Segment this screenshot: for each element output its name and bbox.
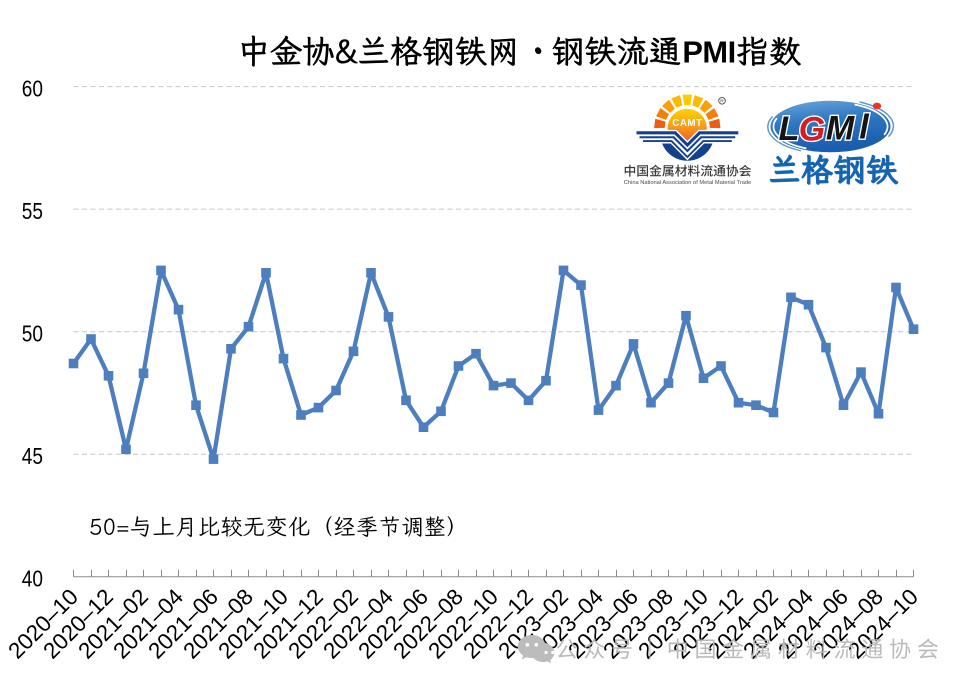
svg-text:L: L bbox=[779, 110, 800, 148]
svg-text:PMI: PMI bbox=[682, 35, 735, 70]
svg-text:50: 50 bbox=[22, 320, 43, 346]
svg-text:40: 40 bbox=[22, 565, 43, 591]
svg-text:l: l bbox=[859, 109, 870, 147]
svg-text:M: M bbox=[826, 110, 855, 148]
svg-text:45: 45 bbox=[22, 443, 43, 469]
svg-text:55: 55 bbox=[22, 198, 43, 224]
svg-text:CAMT: CAMT bbox=[672, 118, 702, 129]
svg-text:60: 60 bbox=[22, 75, 43, 101]
svg-text:R: R bbox=[720, 99, 724, 105]
svg-text:G: G bbox=[799, 111, 825, 149]
svg-text:China National Association of: China National Association of Metal Mate… bbox=[624, 180, 751, 186]
